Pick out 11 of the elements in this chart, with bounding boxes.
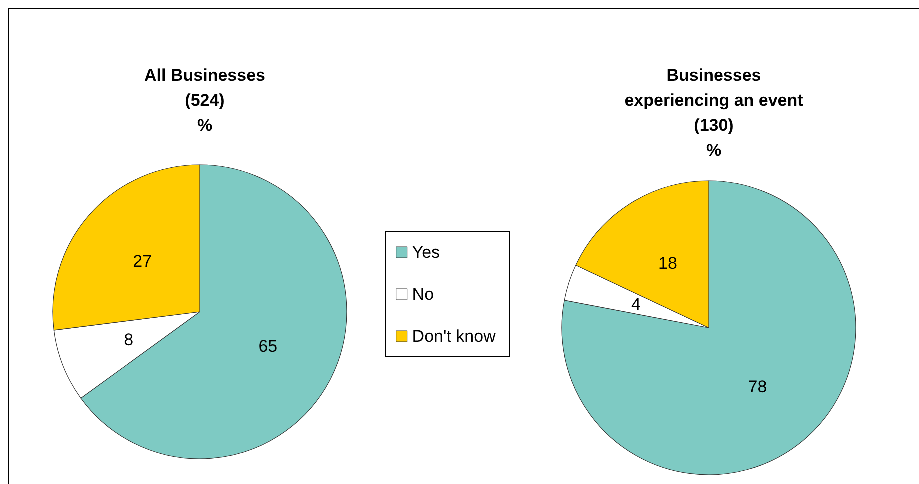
data-label: 27 (133, 252, 152, 271)
legend-label: Don't know (412, 327, 497, 346)
chart-title: Businesses experiencing an event (130) % (624, 66, 804, 160)
chart-title: All Businesses (524) % (144, 66, 266, 135)
data-label: 65 (258, 337, 278, 356)
data-label: 8 (124, 330, 134, 350)
legend-label: Yes (412, 243, 440, 262)
legend-label: No (412, 285, 434, 304)
data-label: 18 (658, 254, 678, 273)
data-label: 4 (632, 294, 641, 314)
data-label: 78 (748, 377, 768, 396)
